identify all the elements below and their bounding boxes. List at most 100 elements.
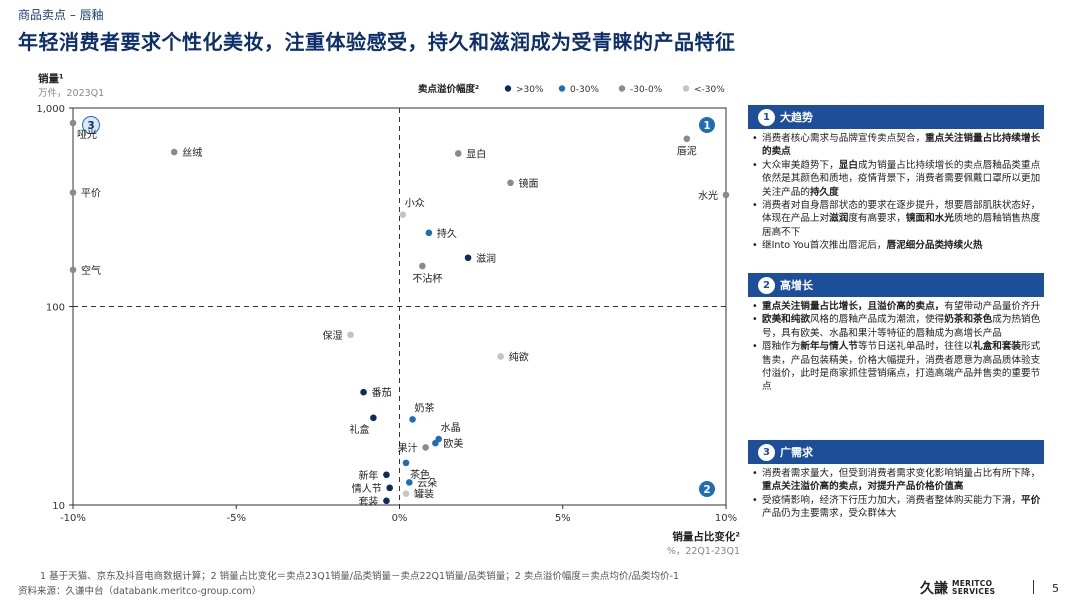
bullet-text: 质地的唇釉销售热度居高不下: [762, 213, 1041, 238]
bullet-text: 消费者核心需求与品牌宣传卖点契合，: [762, 133, 926, 144]
data-point-label: 茶色: [410, 468, 430, 481]
data-point-label: 水光: [698, 189, 718, 202]
data-point-label: 哑光: [77, 128, 97, 141]
bullet-text: 消费者需求量大，但受到消费者需求变化影响销量占比有所下降，: [762, 468, 1041, 479]
panel-bullet: 消费者核心需求与品牌宣传卖点契合，重点关注销量占比持续增长的卖点: [752, 132, 1042, 159]
legend-swatch: [682, 85, 690, 92]
data-point-label: 丝绒: [182, 146, 202, 159]
bullet-bold-text: 新年与情人节: [800, 341, 858, 353]
quadrant-badge: [82, 116, 100, 134]
data-point-label: 奶茶: [415, 401, 435, 414]
data-point-label: 显白: [466, 147, 486, 160]
bullet-text: 产品仍为主要需求，受众群体大: [762, 508, 897, 520]
panel-header: 1 大趋势: [748, 105, 1044, 129]
legend-label: -30-0%: [630, 85, 663, 95]
page-title: 年轻消费者要求个性化美妆，注重体验感受，持久和滋润成为受青睐的产品特征: [18, 30, 736, 54]
bullet-bold-text: 重点关注销量占比持续增长的卖点: [762, 133, 1041, 158]
bullet-text: 形式售卖，产品包装精美，价格大幅提升，消费者愿意为高品质体验支付溢价，此时是商家…: [762, 341, 1041, 393]
panel-bullet: 欧美和纯欲风格的唇釉产品成为潮流，使得奶茶和茶色成为热销色号，具有欧美、水晶和果…: [752, 313, 1042, 340]
data-point-label: 云朵: [417, 477, 437, 489]
bullet-bold-text: 平价: [1021, 494, 1041, 506]
data-point-label: 不沾杯: [412, 272, 442, 285]
bullet-text: 成为销量占比持续增长的卖点唇釉品类重点依然是其颜色和质地，疫情背景下，消费者需要…: [762, 159, 1041, 198]
data-point: [425, 229, 433, 237]
panel-title: 高增长: [780, 279, 813, 292]
data-point-label: 唇泥: [677, 145, 697, 158]
legend-label: >30%: [516, 85, 544, 95]
data-point-label: 空气: [81, 264, 101, 277]
data-point-label: 纯欲: [509, 350, 529, 363]
logo-english-line2: SERVICES: [952, 587, 996, 596]
data-point: [497, 353, 505, 360]
logo-english: MERITCO SERVICES: [952, 580, 995, 596]
data-point-label: 番茄: [372, 386, 392, 399]
x-tick-label: 10%: [715, 513, 737, 524]
bullet-bold-text: 重点关注溢价高的卖点，对提升产品价格价值高: [762, 481, 964, 493]
data-point: [683, 135, 691, 143]
data-point-label: 果汁: [398, 441, 418, 454]
bullet-bold-text: 镜面和水光: [905, 213, 954, 225]
data-point: [69, 266, 77, 274]
panel-title: 大趋势: [780, 111, 813, 124]
x-axis-title: 销量占比变化²: [672, 530, 740, 543]
panel-big-trend: 1 大趋势 消费者核心需求与品牌宣传卖点契合，重点关注销量占比持续增长的卖点大众…: [748, 105, 1044, 253]
data-point: [69, 119, 77, 127]
data-point-label: 持久: [437, 227, 457, 240]
x-tick-label: 5%: [555, 513, 571, 524]
footer-divider: [1033, 580, 1034, 594]
bullet-bold-text: 显白: [838, 159, 858, 171]
data-point: [402, 459, 410, 467]
logo-chinese: 久謙: [920, 581, 948, 597]
data-point: [722, 191, 730, 199]
y-tick-label: 10: [52, 501, 65, 512]
data-point: [405, 479, 413, 486]
x-tick-label: -10%: [60, 513, 86, 524]
bullet-text: 有望带动产品量价齐升: [944, 301, 1041, 312]
bullet-text: 风格的唇釉产品成为潮流，使得: [809, 314, 945, 326]
y-tick-label: 1,000: [36, 104, 65, 115]
logo-english-line1: MERITCO: [952, 579, 993, 588]
data-point: [69, 189, 77, 196]
panel-title: 广需求: [780, 446, 813, 459]
y-axis-subtitle: 万件，2023Q1: [38, 87, 104, 99]
data-point: [432, 439, 439, 447]
quadrant-badge-label: 2: [703, 484, 710, 496]
legend-swatch: [618, 85, 626, 92]
panel-header: 3 广需求: [748, 440, 1044, 464]
page-number: 5: [1052, 582, 1059, 595]
data-point: [347, 331, 354, 339]
legend-label: 0-30%: [570, 85, 599, 95]
legend-label: <-30%: [694, 85, 725, 95]
panel-body: 消费者需求量大，但受到消费者需求变化影响销量占比有所下降， 重点关注溢价高的卖点，…: [748, 464, 1044, 521]
data-point-label: 小众: [405, 198, 425, 210]
x-tick-label: 0%: [392, 513, 408, 524]
bullet-text: 受疫情影响，经济下行压力加大，消费者整体购买能力下滑，: [762, 494, 1022, 506]
data-point: [170, 148, 178, 156]
data-point: [370, 414, 377, 422]
data-point-label: 滋润: [476, 252, 496, 265]
data-point-label: 保湿: [323, 329, 343, 342]
data-point: [383, 497, 390, 505]
bullet-text: 大众审美趋势下，: [762, 159, 839, 171]
legend-title: 卖点溢价幅度²: [418, 83, 479, 95]
data-point: [399, 211, 407, 219]
quadrant-badge: [698, 116, 716, 134]
bullet-bold-text: 持久度: [809, 186, 839, 198]
data-point: [454, 150, 462, 157]
panel-body: 重点关注销量占比增长，且溢价高的卖点，有望带动产品量价齐升欧美和纯欲风格的唇釉产…: [748, 297, 1044, 394]
panel-bullet: 消费者需求量大，但受到消费者需求变化影响销量占比有所下降， 重点关注溢价高的卖点，…: [752, 467, 1042, 494]
bullet-bold-text: 奶茶和茶色: [944, 314, 993, 326]
panel-number-badge: 2: [758, 276, 775, 294]
scatter-chart: -10% -5% 0% 5% 10% 10 100 1,000 销量¹ 万件，2023Q1 销量占比…: [36, 72, 740, 557]
bullet-bold-text: 重点关注销量占比增长，且溢价高的卖点，: [762, 301, 945, 312]
bullet-bold-text: 唇泥细分品类持续火热: [886, 240, 983, 252]
bullet-bold-text: 滋润: [829, 213, 849, 225]
source-note: 资料来源：久谦中台（databank.meritco-group.com）: [18, 586, 262, 597]
legend-swatch: [504, 85, 512, 92]
bullet-text: 继Into You首次推出唇泥后，: [762, 240, 887, 252]
x-axis-subtitle: %，22Q1-23Q1: [667, 546, 740, 557]
bullet-text: 等节日送礼单品时，往往以: [857, 341, 974, 353]
panel-header: 2 高增长: [748, 273, 1044, 297]
legend-swatch: [558, 85, 566, 92]
bullet-text: 消费者对自身唇部状态的要求在逐步提升，想要唇部肌肤状态好，体现在产品上对: [762, 200, 1041, 225]
